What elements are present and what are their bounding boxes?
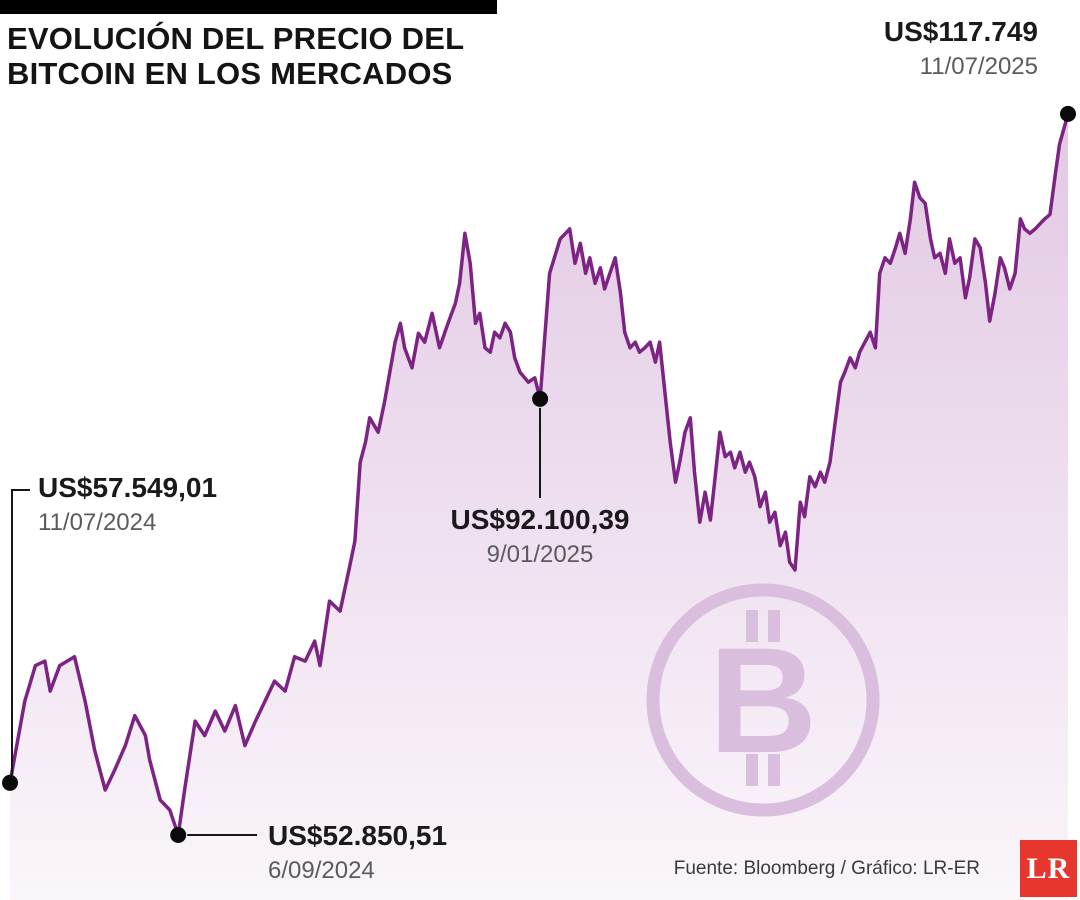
price-area-fill <box>10 113 1068 900</box>
marker-dot <box>1060 105 1076 122</box>
source-credit: Fuente: Bloomberg / Gráfico: LR-ER <box>673 858 980 879</box>
annotation-connector <box>11 489 30 777</box>
chart-title: EVOLUCIÓN DEL PRECIO DEL BITCOIN EN LOS … <box>7 21 464 91</box>
annotation-mid-value: US$92.100,39 <box>450 504 630 535</box>
bitcoin-watermark-icon: B <box>646 583 880 817</box>
chart-title-line2: BITCOIN EN LOS MERCADOS <box>7 56 453 92</box>
price-line <box>8 112 1070 837</box>
annotation-low: US$52.850,51 6/09/2024 <box>268 820 447 885</box>
annotation-start-date: 11/07/2024 <box>38 509 157 536</box>
bitcoin-watermark-prong <box>746 754 758 786</box>
annotation-mid: US$92.100,39 9/01/2025 <box>390 504 690 569</box>
annotation-end-date: 11/07/2025 <box>919 53 1038 80</box>
marker-dot <box>170 827 187 843</box>
bitcoin-watermark-prong <box>768 754 780 786</box>
title-accent-bar <box>0 0 497 14</box>
annotation-mid-date: 9/01/2025 <box>486 541 594 568</box>
bitcoin-watermark-circle <box>646 583 880 817</box>
annotation-connectors <box>11 407 541 836</box>
bitcoin-watermark-b: B <box>709 616 817 784</box>
annotation-low-value: US$52.850,51 <box>268 820 448 851</box>
annotation-end-value: US$117.749 <box>883 16 1038 47</box>
lr-logo-text: LR <box>1026 851 1071 885</box>
bitcoin-watermark-prong <box>768 610 780 642</box>
marker-dot <box>532 390 549 407</box>
lr-logo: LR <box>1020 840 1077 897</box>
annotation-start: US$57.549,01 11/07/2024 <box>38 472 217 537</box>
annotation-start-value: US$57.549,01 <box>38 472 218 503</box>
marker-dots <box>2 105 1076 843</box>
chart-title-line1: EVOLUCIÓN DEL PRECIO DEL <box>7 21 465 56</box>
annotation-low-date: 6/09/2024 <box>268 857 375 884</box>
marker-dot <box>2 774 18 791</box>
annotation-end: US$117.749 11/07/2025 <box>884 16 1038 81</box>
bitcoin-watermark-prong <box>746 610 758 642</box>
